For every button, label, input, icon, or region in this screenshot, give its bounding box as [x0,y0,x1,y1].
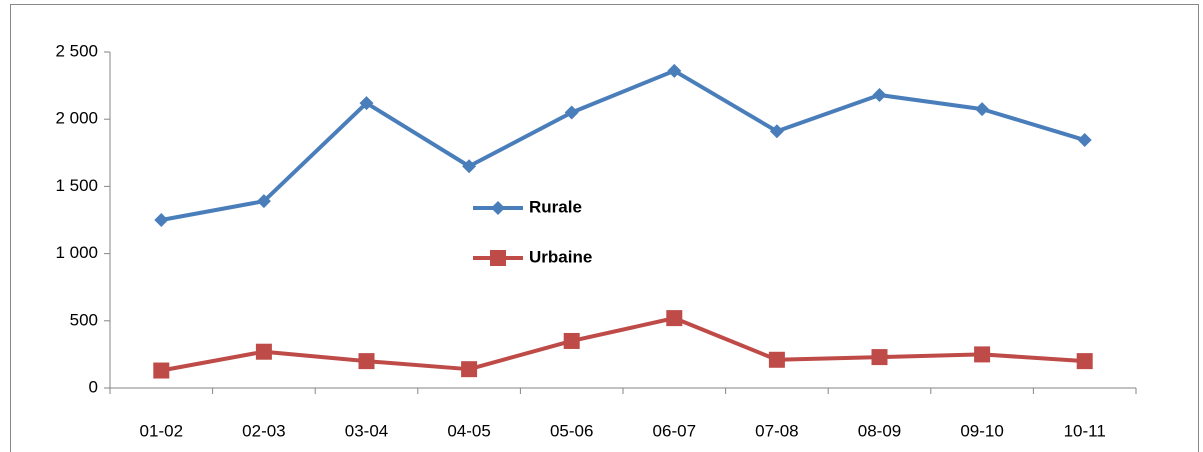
data-point [769,124,784,139]
legend-marker [490,250,506,266]
x-tick-label: 02-03 [242,421,285,440]
legend-marker [491,201,505,215]
x-tick-label: 03-04 [345,421,388,440]
data-point [871,349,888,366]
data-point [974,346,991,363]
data-point [1077,133,1092,148]
data-point [563,332,580,349]
data-point [975,102,990,117]
y-tick-label: 1 000 [55,243,98,262]
legend-label: Rurale [529,197,582,216]
data-point [564,105,579,120]
x-tick-label: 04-05 [447,421,490,440]
data-point [256,194,271,209]
data-point [872,88,887,103]
data-point [1076,353,1093,370]
x-tick-label: 07-08 [755,421,798,440]
legend-label: Urbaine [529,247,592,266]
x-tick-label: 10-11 [1064,421,1106,440]
data-point [359,96,374,111]
y-tick-label: 0 [89,377,98,396]
x-tick-label: 05-06 [550,421,593,440]
y-tick-label: 500 [70,310,98,329]
data-point [666,310,683,327]
series-line [160,68,1086,222]
data-point [154,213,169,227]
y-tick-label: 1 500 [55,176,98,195]
data-point [461,361,478,378]
x-tick-label: 01-02 [140,421,183,440]
y-tick-label: 2 000 [55,109,98,128]
data-point [153,362,170,379]
data-point [358,353,375,370]
x-tick-label: 06-07 [653,421,696,440]
x-tick-label: 09-10 [960,421,1003,440]
chart-frame [10,4,1199,452]
series-line [160,316,1085,373]
data-point [768,351,785,368]
data-point [255,343,272,360]
data-point [667,63,682,78]
y-tick-label: 2 500 [55,41,98,60]
data-point [462,159,477,174]
x-tick-label: 08-09 [858,421,901,440]
